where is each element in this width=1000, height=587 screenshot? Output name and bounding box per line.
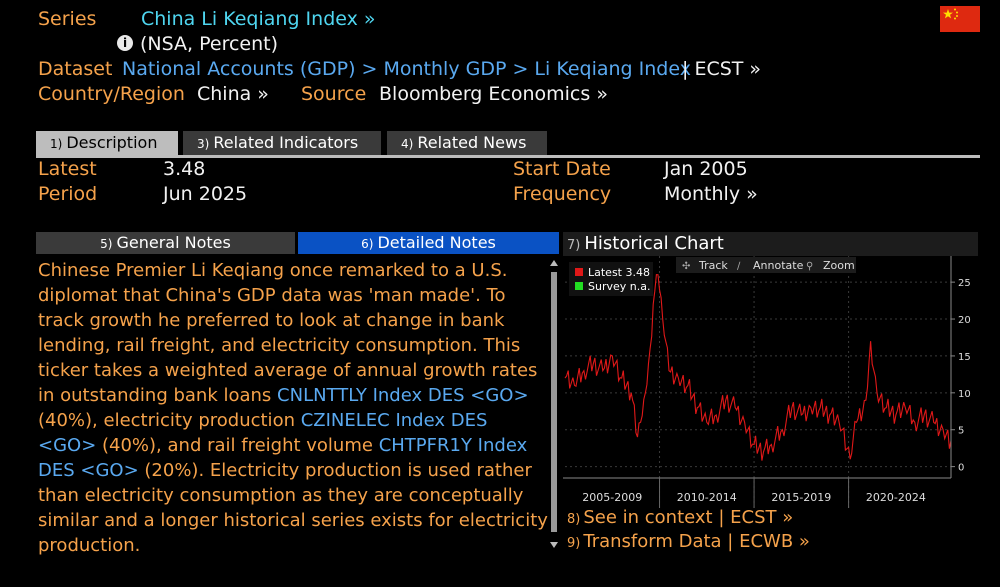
historical-chart-header: 7) Historical Chart [563,232,978,256]
chart-gridlines [565,256,951,508]
dataset-breadcrumb[interactable]: National Accounts (GDP) > Monthly GDP > … [122,58,691,80]
country-link[interactable]: China » [197,83,269,105]
source-label: Source [301,83,367,105]
tab-detailed-notes-label: Detailed Notes [377,233,496,252]
legend-survey: Survey n.a. [588,280,650,293]
legend-latest-swatch [575,268,583,276]
tab-related-indicators-label: Related Indicators [213,133,359,152]
info-text: (NSA, Percent) [140,33,279,55]
x-tick-label: 2005-2009 [582,491,642,504]
x-tick-label: 2015-2019 [771,491,831,504]
notes-link-chtpfr1y[interactable]: CHTPFR1Y Index DES <GO> [38,435,528,481]
see-in-context-link[interactable]: 8) See in context | ECST » [567,507,793,531]
tab-detailed-notes[interactable]: 6) Detailed Notes [298,232,559,254]
scroll-up-icon[interactable] [550,260,558,266]
chart-toolbar [676,257,856,273]
series-link[interactable]: China Li Keqiang Index » [141,8,376,30]
notes-text-4: (20%). Electricity production is used ra… [38,460,548,556]
y-axis: 0 5 10 15 20 25 [950,256,971,478]
tab-related-news-number: 4) [401,137,414,151]
dataset-ecst-link[interactable]: | ECST » [682,58,762,80]
series-label: Series [38,8,97,30]
tab-related-indicators[interactable]: 3) Related Indicators [183,131,381,155]
y-tick-label: 10 [958,389,971,400]
detailed-notes-text: Chinese Premier Li Keqiang once remarked… [38,258,548,558]
x-tick-label: 2010-2014 [677,491,737,504]
legend-latest: Latest 3.48 [588,266,650,279]
latest-label: Latest [38,158,97,180]
tab-detailed-notes-number: 6) [361,237,374,251]
transform-data-label: Transform Data | ECWB » [583,531,810,552]
tab-description-label: Description [66,133,158,152]
historical-chart[interactable]: 0 5 10 15 20 25 2005-2009 2010-2014 2015-2019 20… [563,256,978,508]
see-in-context-label: See in context | ECST » [583,507,794,528]
transform-data-link[interactable]: 9) Transform Data | ECWB » [567,531,810,555]
source-link[interactable]: Bloomberg Economics » [379,83,608,105]
latest-value: 3.48 [163,158,206,180]
notes-text-2: (40%), electricity production [38,410,301,431]
scroll-thumb[interactable] [551,272,557,532]
annotate-tool[interactable]: ∕ Annotate [737,259,804,272]
zoom-label: Zoom [823,259,855,272]
notes-scrollbar[interactable] [548,258,560,552]
zoom-tool[interactable]: ⚲ Zoom [806,259,855,272]
x-tick-label: 2020-2024 [866,491,926,504]
y-tick-label: 20 [958,315,971,326]
annotate-icon: ∕ [737,261,741,272]
notes-link-cnlnttly[interactable]: CNLNTTLY Index DES <GO> [277,385,529,406]
country-label: Country/Region [38,83,185,105]
legend-survey-swatch [575,282,583,290]
y-tick-label: 25 [958,278,971,289]
chart-title: Historical Chart [584,233,724,254]
frequency-label: Frequency [513,183,612,205]
frequency-link[interactable]: Monthly » [664,183,758,205]
y-tick-label: 5 [958,426,964,437]
notes-link-czinelec[interactable]: CZINELEC Index DES <GO> [38,410,488,456]
track-tool[interactable]: ✣ Track [682,259,728,272]
transform-data-number: 9) [567,536,581,551]
info-icon[interactable]: i [117,35,133,51]
tab-general-notes-label: General Notes [116,233,231,252]
series-line-latest [564,273,952,461]
dataset-label: Dataset [38,58,113,80]
tab-description-number: 1) [50,137,63,151]
tab-general-notes[interactable]: 5) General Notes [36,232,295,254]
tab-related-indicators-number: 3) [197,137,210,151]
notes-text-1: Chinese Premier Li Keqiang once remarked… [38,260,538,406]
tab-related-news-label: Related News [417,133,527,152]
y-tick-label: 0 [958,463,964,474]
annotate-label: Annotate [753,259,804,272]
notes-text-3: (40%), and rail freight volume [96,435,379,456]
see-in-context-number: 8) [567,512,581,527]
start-date-label: Start Date [513,158,611,180]
scroll-down-icon[interactable] [550,542,558,548]
chart-number: 7) [567,238,581,253]
china-flag-icon [940,6,980,32]
x-axis: 2005-2009 2010-2014 2015-2019 2020-2024 [563,477,951,508]
tab-description[interactable]: 1) Description [36,131,178,155]
tab-general-notes-number: 5) [100,237,113,251]
y-tick-label: 15 [958,352,971,363]
track-label: Track [698,259,728,272]
chart-legend [569,262,653,296]
period-label: Period [38,183,98,205]
zoom-icon: ⚲ [806,261,813,272]
tab-related-news[interactable]: 4) Related News [387,131,547,155]
track-icon: ✣ [682,261,690,272]
tab-divider [36,155,980,158]
period-value: Jun 2025 [163,183,248,205]
start-date-value: Jan 2005 [664,158,748,180]
